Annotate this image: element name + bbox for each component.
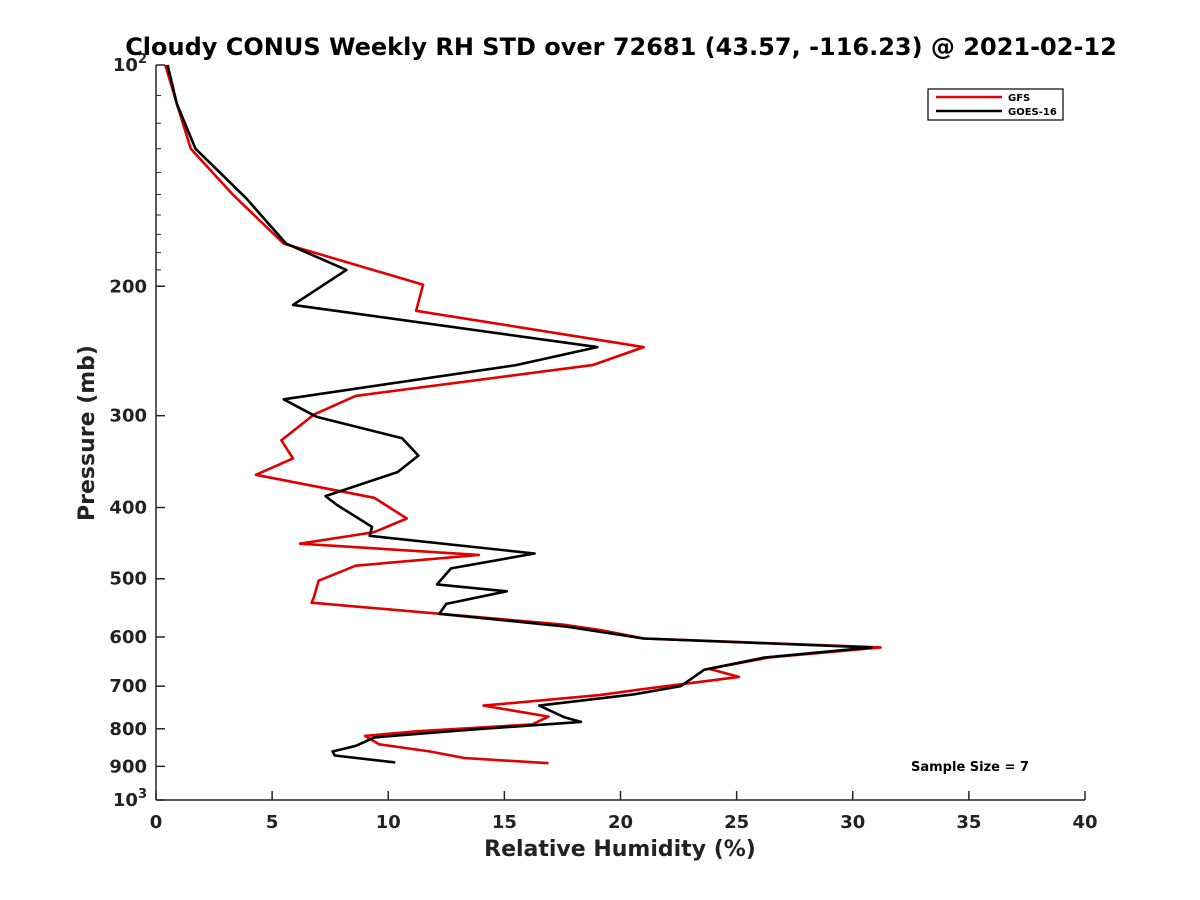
- y-tick-label: 900: [109, 756, 147, 777]
- x-tick-label: 25: [724, 812, 749, 833]
- x-ticks: 0 5 10 15 20 25 30 35 40: [150, 791, 1098, 833]
- y-tick-label: 102: [113, 52, 147, 76]
- series-line-gfs: [164, 64, 882, 765]
- y-tick-label: 400: [109, 498, 147, 519]
- legend-box: [927, 88, 1064, 121]
- y-axis-label: Pressure (mb): [75, 345, 100, 521]
- y-tick-label: 200: [109, 276, 147, 297]
- x-tick-label: 10: [376, 812, 401, 833]
- x-tick-label: 20: [608, 812, 633, 833]
- plot-area: [156, 65, 1085, 800]
- legend-label-gfs: GFS: [1008, 93, 1030, 104]
- y-tick-label: 700: [109, 676, 147, 697]
- chart-title: Cloudy CONUS Weekly RH STD over 72681 (4…: [125, 33, 1117, 61]
- x-tick-label: 5: [266, 812, 279, 833]
- legend-label-goes16: GOES-16: [1008, 107, 1057, 118]
- x-tick-label: 30: [840, 812, 865, 833]
- y-tick-label: 103: [113, 787, 147, 811]
- series-line-goes16: [166, 64, 873, 764]
- y-ticks: 102 200 300 400 500 600 700 800 900 103: [109, 52, 165, 811]
- legend: GFS GOES-16: [927, 88, 1064, 121]
- x-axis-label: Relative Humidity (%): [484, 837, 756, 862]
- y-tick-label: 300: [109, 406, 147, 427]
- sample-size-annotation: Sample Size = 7: [911, 760, 1029, 775]
- x-tick-label: 40: [1072, 812, 1097, 833]
- x-tick-label: 15: [492, 812, 517, 833]
- y-tick-label: 600: [109, 627, 147, 648]
- x-tick-label: 35: [956, 812, 981, 833]
- series-layer: [164, 64, 882, 765]
- x-tick-label: 0: [150, 812, 163, 833]
- y-tick-label: 500: [109, 569, 147, 590]
- y-tick-label: 800: [109, 719, 147, 740]
